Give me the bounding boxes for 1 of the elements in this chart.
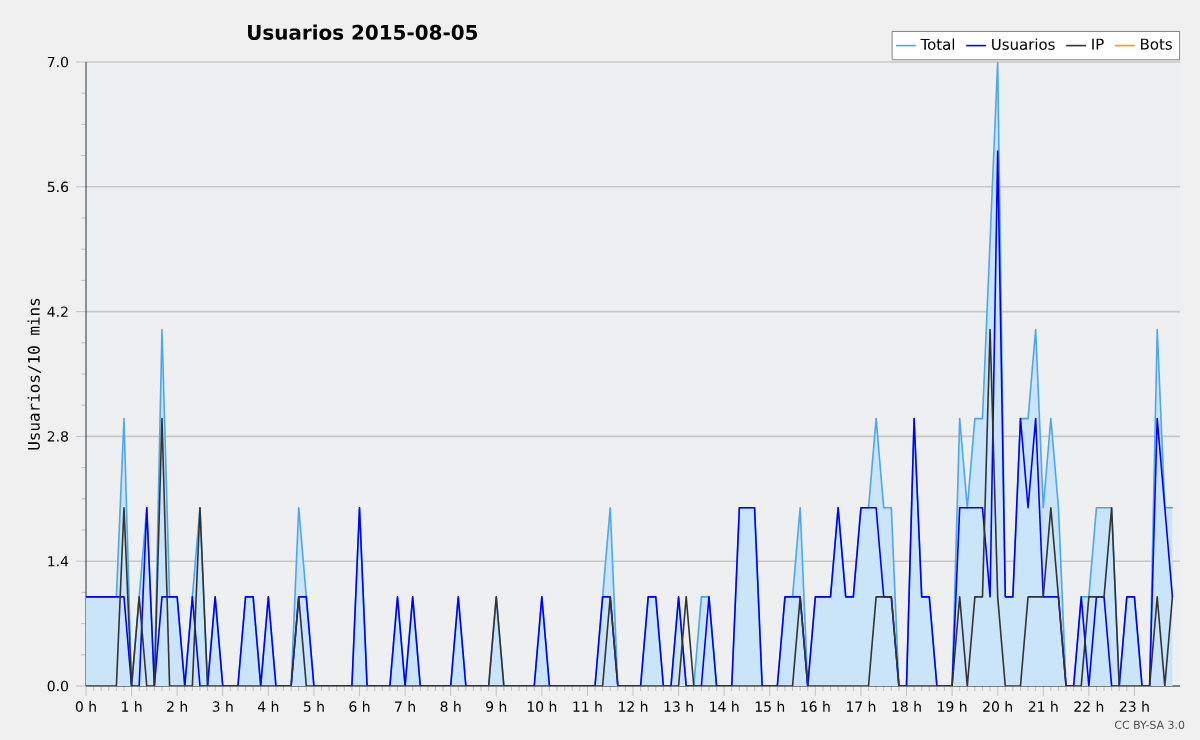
chart-title: Usuarios 2015-08-05 (248, 24, 478, 40)
